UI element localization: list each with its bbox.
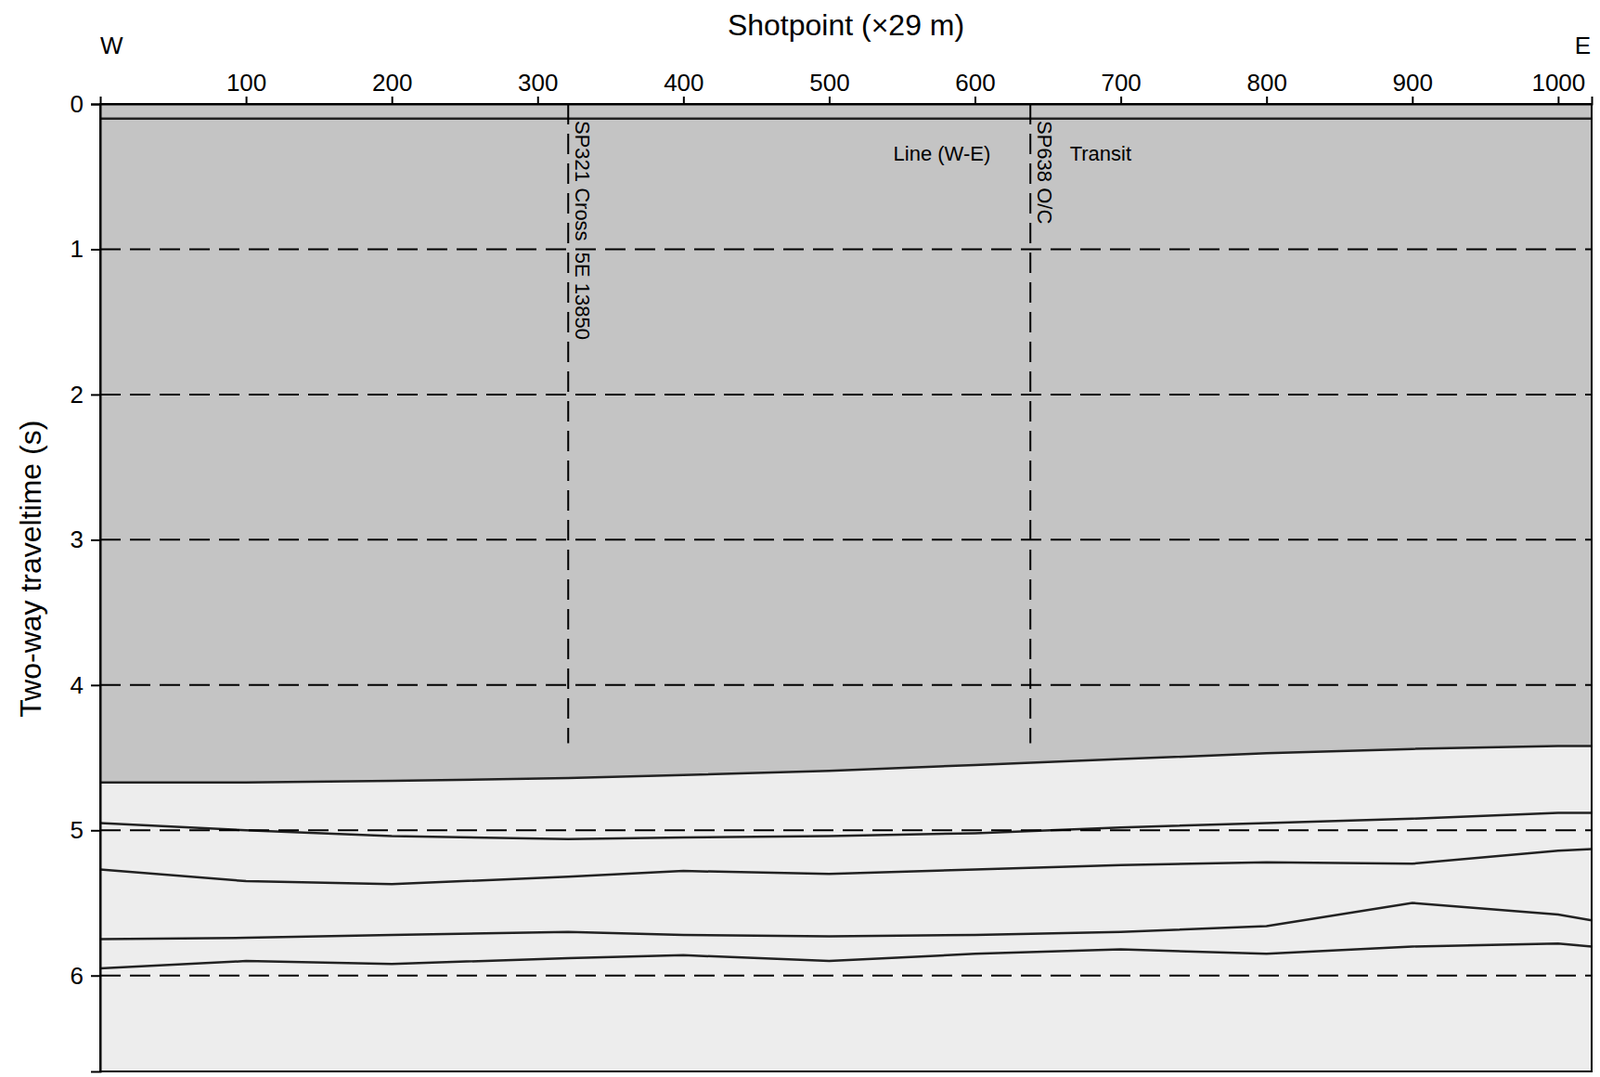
x-tick: 600	[954, 68, 995, 104]
x-tick-mark	[1411, 96, 1414, 104]
x-tick-mark	[1120, 96, 1123, 104]
reflector	[100, 849, 1592, 885]
x-tick: 400	[663, 68, 704, 104]
grid-line	[100, 683, 1592, 686]
y-tick: 4	[70, 670, 101, 699]
y-tick-label: 6	[70, 961, 84, 990]
x-tick-mark	[683, 96, 685, 104]
y-tick-mark	[90, 393, 101, 396]
y-tick-label: 1	[70, 234, 84, 263]
x-tick-mark	[828, 96, 831, 104]
x-tick-label: 300	[517, 68, 558, 97]
x-tick-label: 500	[809, 68, 850, 97]
y-tick: 2	[70, 380, 101, 409]
x-tick-label: 100	[226, 68, 267, 97]
y-tick-label: 2	[70, 380, 84, 409]
x-tick-label: 800	[1247, 68, 1288, 97]
direction-label: E	[1574, 31, 1591, 60]
annotation: Line (W-E)	[893, 141, 992, 166]
y-axis-line	[90, 104, 102, 1072]
x-tick-mark	[1557, 96, 1560, 104]
x-tick: 100	[226, 68, 267, 104]
x-tick-mark	[245, 96, 248, 104]
y-tick-mark	[90, 829, 101, 832]
reflector	[100, 116, 1592, 120]
x-tick-mark	[391, 96, 394, 104]
x-tick: 300	[517, 68, 558, 104]
chart: SP321 Cross 5E 13850 SP638 O/C Line (W-E) T…	[0, 0, 1600, 1077]
plot-background	[100, 103, 1592, 1071]
grid-line	[100, 247, 1592, 250]
y-tick: 3	[70, 525, 101, 554]
grid-line	[100, 538, 1592, 541]
y-tick-label: 0	[70, 90, 84, 118]
x-tick: 500	[809, 68, 850, 104]
x-tick: 200	[372, 68, 413, 104]
x-axis: 100 200 300 400 500 600 700 800 900 1000	[101, 68, 1593, 105]
x-tick-label: 900	[1393, 68, 1433, 97]
y-axis: 0 1 2 3 4 5 6	[70, 90, 102, 1072]
x-tick-label: 700	[1100, 68, 1141, 97]
reflector	[100, 812, 1592, 839]
reflector	[100, 903, 1592, 940]
grid-line	[100, 974, 1592, 977]
y-tick-mark	[90, 974, 101, 977]
y-tick-mark	[90, 683, 101, 686]
reflector	[100, 746, 1592, 783]
y-tick: 5	[70, 815, 101, 844]
y-tick-label: 3	[70, 525, 84, 554]
x-tick-mark	[537, 96, 540, 104]
grid-line	[100, 828, 1592, 831]
x-axis-line	[101, 96, 1593, 105]
x-tick: 700	[1100, 68, 1141, 104]
y-axis-title: Two-way traveltime (s)	[13, 420, 48, 718]
x-tick-label: 600	[954, 68, 995, 97]
x-tick-mark	[974, 96, 977, 104]
x-tick: 800	[1247, 68, 1288, 104]
x-tick-mark	[1265, 96, 1268, 104]
y-tick-mark	[90, 539, 101, 542]
y-tick-mark	[90, 248, 101, 251]
marks	[100, 103, 1592, 1071]
y-tick: 0	[70, 90, 101, 118]
x-tick-label: 400	[663, 68, 704, 97]
x-tick-label: 200	[372, 68, 413, 97]
x-axis-title: Shotpoint (×29 m)	[727, 8, 965, 42]
marker-line	[1029, 103, 1032, 743]
plot: SP321 Cross 5E 13850 SP638 O/C Line (W-E) T…	[70, 68, 1593, 1072]
y-tick: 6	[70, 961, 101, 990]
plot-frame	[100, 103, 1592, 1071]
x-tick-label: 1000	[1531, 68, 1586, 97]
annotation: Transit	[1070, 141, 1132, 166]
y-tick-label: 4	[70, 670, 84, 699]
labels: SP321 Cross 5E 13850 SP638 O/C Line (W-E) T…	[570, 120, 1132, 340]
y-tick-mark	[90, 103, 101, 106]
sediment-area	[100, 746, 1592, 1071]
marker-label: SP321 Cross 5E 13850	[570, 120, 594, 340]
marker-label: SP638 O/C	[1032, 120, 1057, 224]
reflector	[100, 942, 1592, 968]
y-tick-label: 5	[70, 815, 84, 844]
x-tick: 900	[1393, 68, 1433, 104]
y-tick: 1	[70, 234, 101, 263]
marker-line	[567, 103, 569, 743]
x-tick: 1000	[1531, 68, 1586, 104]
direction-label: W	[100, 31, 124, 60]
grid-line	[100, 393, 1592, 396]
